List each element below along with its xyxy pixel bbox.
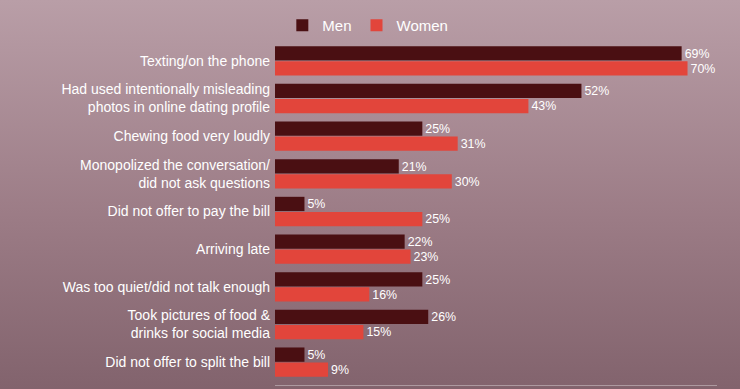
svg-text:26%: 26%: [431, 310, 456, 324]
svg-text:5%: 5%: [307, 197, 325, 211]
svg-text:Arriving late: Arriving late: [196, 241, 270, 257]
svg-text:30%: 30%: [455, 175, 480, 189]
svg-text:25%: 25%: [425, 122, 450, 136]
svg-text:31%: 31%: [461, 137, 486, 151]
svg-text:Women: Women: [397, 17, 448, 34]
svg-text:Took pictures of food &drinks: Took pictures of food &drinks for social…: [128, 307, 271, 341]
svg-text:Men: Men: [322, 17, 351, 34]
svg-text:69%: 69%: [685, 47, 710, 61]
svg-text:21%: 21%: [402, 160, 427, 174]
svg-text:Did not offer to split the bil: Did not offer to split the bill: [105, 354, 270, 370]
svg-text:23%: 23%: [414, 250, 439, 264]
svg-text:70%: 70%: [691, 62, 716, 76]
svg-text:Monopolized the conversation/d: Monopolized the conversation/did not ask…: [80, 157, 270, 191]
svg-text:16%: 16%: [372, 288, 397, 302]
svg-text:Was too quiet/did not talk eno: Was too quiet/did not talk enough: [63, 279, 270, 295]
svg-text:15%: 15%: [366, 325, 391, 339]
svg-text:25%: 25%: [425, 212, 450, 226]
svg-text:Had used intentionally mislead: Had used intentionally misleadingphotos …: [61, 81, 270, 115]
svg-text:Texting/on the phone: Texting/on the phone: [140, 53, 270, 69]
svg-text:22%: 22%: [408, 235, 433, 249]
svg-text:52%: 52%: [584, 84, 609, 98]
svg-text:Did not offer to pay the bill: Did not offer to pay the bill: [108, 203, 270, 219]
svg-text:Chewing food very loudly: Chewing food very loudly: [114, 128, 270, 144]
svg-text:5%: 5%: [307, 348, 325, 362]
svg-text:43%: 43%: [531, 99, 556, 113]
svg-text:25%: 25%: [425, 273, 450, 287]
svg-text:9%: 9%: [331, 363, 349, 377]
